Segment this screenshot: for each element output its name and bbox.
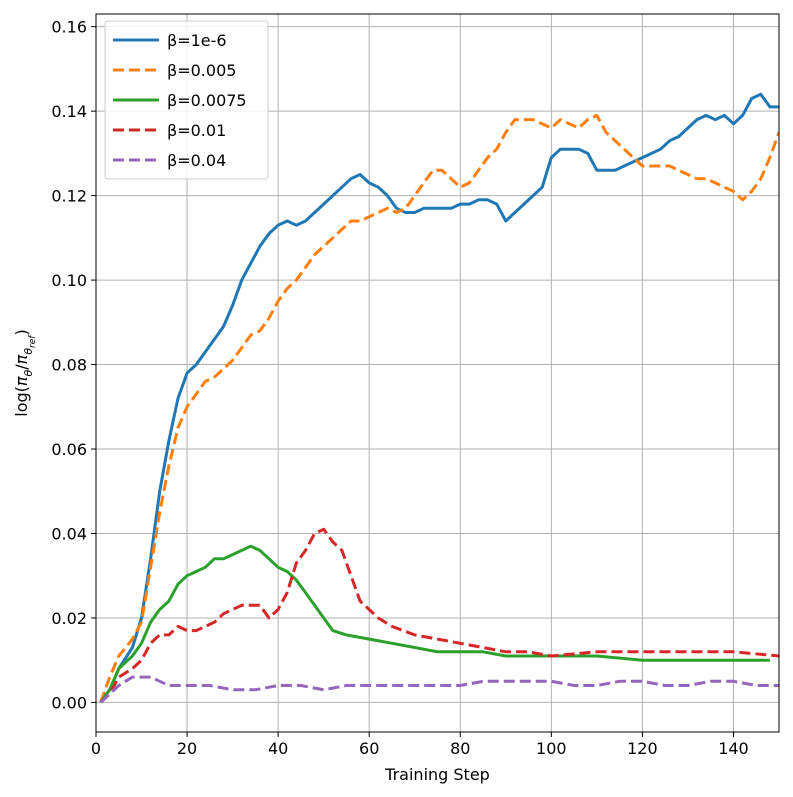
ticks: 0 20 40 60 80 100 120 140 0.00 0.02 0.04 0.06 0.08 0.… xyxy=(51,18,748,758)
series-layer xyxy=(99,92,779,704)
y-tick-label: 0.10 xyxy=(51,271,87,290)
x-tick-label: 0 xyxy=(91,739,101,758)
y-tick-label: 0.14 xyxy=(51,102,87,121)
y-tick-label: 0.06 xyxy=(51,440,87,459)
series-line-4 xyxy=(99,675,779,704)
x-tick-label: 120 xyxy=(627,739,658,758)
legend-label-3: β=0.01 xyxy=(167,121,226,140)
legend-label-4: β=0.04 xyxy=(167,151,226,170)
legend-label-1: β=0.005 xyxy=(167,61,236,80)
series-line-3 xyxy=(99,527,779,704)
y-tick-label: 0.16 xyxy=(51,18,87,37)
legend: β=1e-6 β=0.005 β=0.0075 β=0.01 β=0.04 xyxy=(104,20,269,180)
x-tick-label: 20 xyxy=(177,739,197,758)
y-tick-label: 0.04 xyxy=(51,524,87,543)
x-tick-label: 40 xyxy=(268,739,288,758)
x-tick-label: 60 xyxy=(359,739,379,758)
plot-frame xyxy=(95,13,780,733)
x-tick-label: 140 xyxy=(718,739,749,758)
series-line-1 xyxy=(99,113,779,703)
y-tick-label: 0.08 xyxy=(51,356,87,375)
series-line-2 xyxy=(99,544,770,704)
y-tick-label: 0.12 xyxy=(51,187,87,206)
x-axis-label: Training Step xyxy=(384,765,490,784)
legend-label-0: β=1e-6 xyxy=(167,31,227,50)
y-axis-label: log(πθ/πθref) xyxy=(12,329,38,416)
legend-label-2: β=0.0075 xyxy=(167,91,247,110)
y-tick-label: 0.00 xyxy=(51,693,87,712)
series-line-0 xyxy=(99,92,779,704)
y-tick-label: 0.02 xyxy=(51,609,87,628)
x-tick-label: 100 xyxy=(536,739,567,758)
grid xyxy=(95,14,779,732)
x-tick-label: 80 xyxy=(450,739,470,758)
legend-box xyxy=(104,20,269,180)
